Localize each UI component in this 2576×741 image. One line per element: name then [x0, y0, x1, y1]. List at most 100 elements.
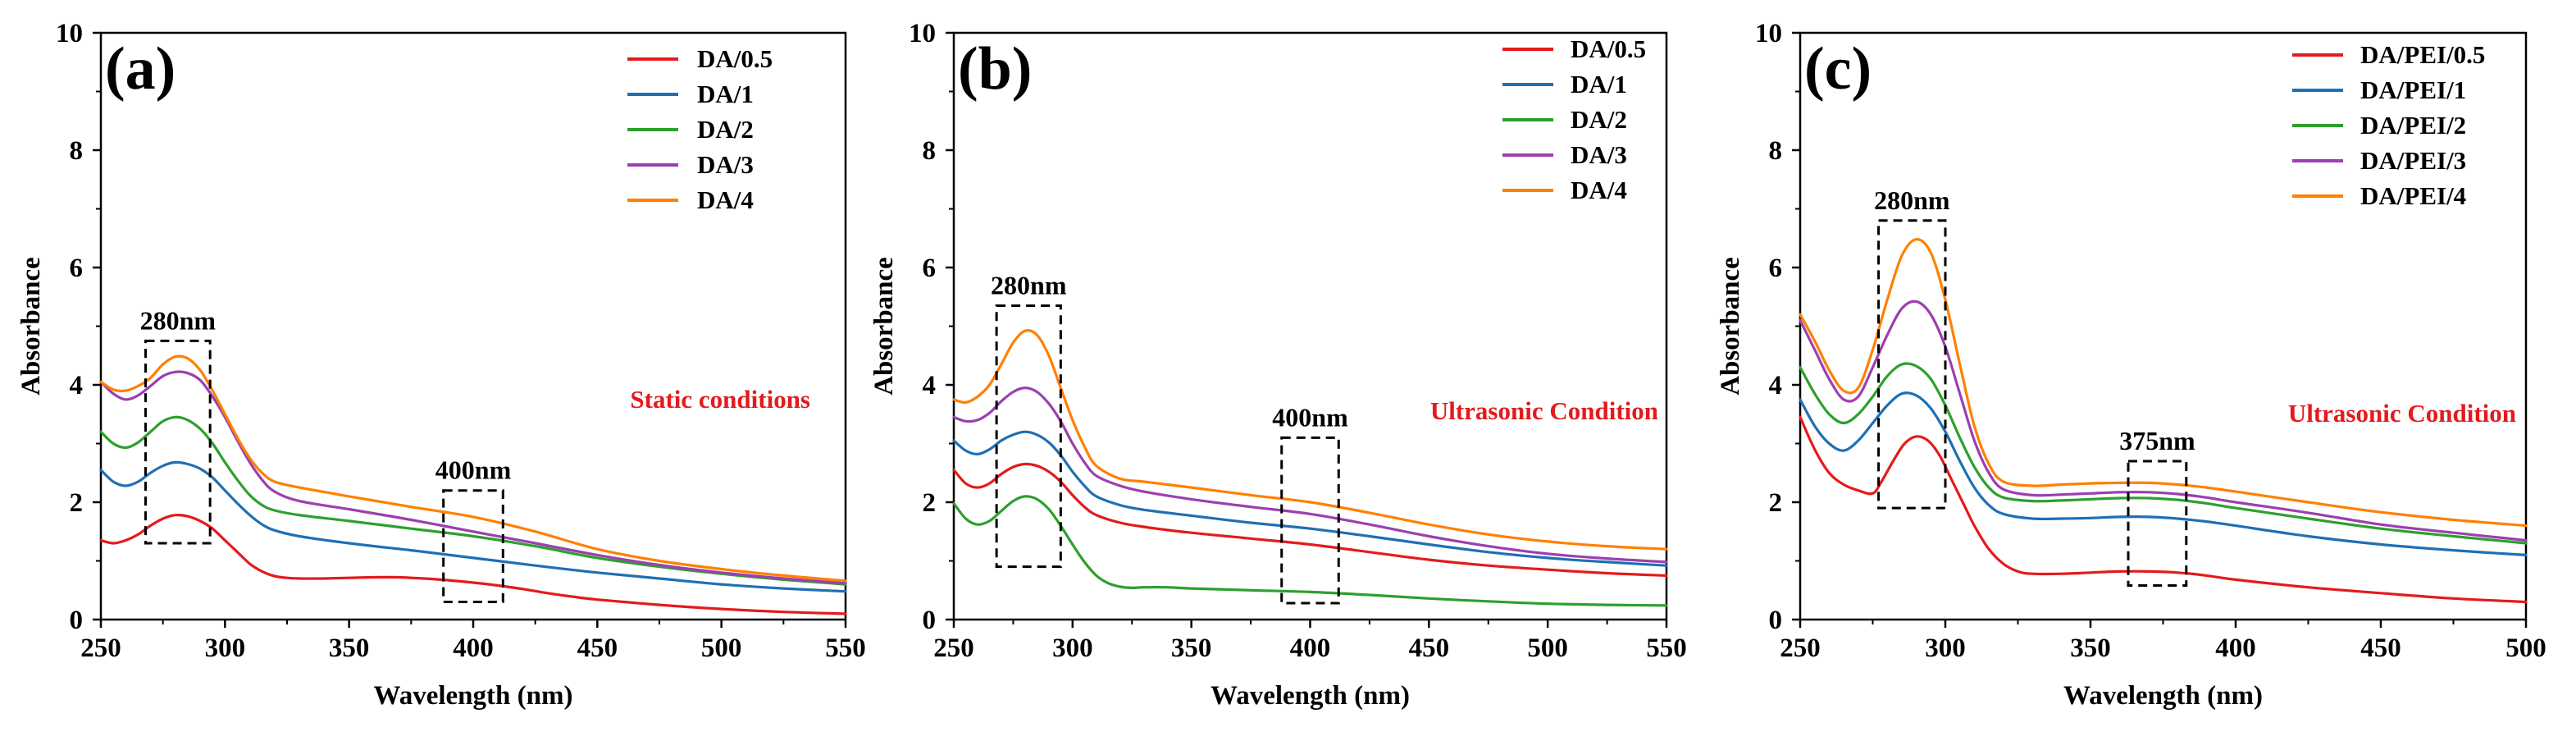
annotation-label: 280nm [991, 270, 1067, 300]
y-tick-label: 2 [923, 488, 937, 518]
x-tick-label: 350 [2070, 634, 2111, 663]
panel-label: (b) [958, 35, 1032, 103]
legend-label: DA/0.5 [697, 44, 773, 73]
y-tick-label: 0 [70, 606, 84, 635]
annotation-label: 280nm [140, 305, 217, 335]
y-tick-label: 2 [70, 488, 84, 518]
y-tick-label: 8 [923, 136, 937, 166]
legend-label: DA/2 [1571, 105, 1627, 134]
x-tick-label: 250 [1780, 634, 1821, 663]
x-tick-label: 250 [80, 634, 121, 663]
annotation-box [442, 489, 504, 604]
y-tick-label: 4 [1769, 371, 1783, 400]
panel-a: 250 300 350 400 450 500 550 0 2 4 6 8 10 Wavelength (… [16, 19, 866, 711]
legend-label: DA/4 [1571, 176, 1627, 204]
series-line-da-pei-0-5 [1799, 415, 2528, 604]
legend-label: DA/1 [697, 80, 754, 108]
x-tick-label: 400 [2215, 634, 2256, 663]
legend-label: DA/PEI/0.5 [2360, 40, 2485, 69]
x-tick-label: 300 [1052, 634, 1093, 663]
legend-label: DA/PEI/1 [2360, 75, 2466, 104]
legend-label: DA/PEI/3 [2360, 146, 2466, 175]
x-axis-title: Wavelength (nm) [1210, 681, 1410, 711]
legend: DA/0.5 DA/1 DA/2 DA/3 DA/4 [1502, 34, 1646, 204]
annotation-box [2127, 460, 2188, 588]
legend: DA/PEI/0.5 DA/PEI/1 DA/PEI/2 DA/PEI/3 DA/PEI… [2292, 40, 2485, 210]
panel-c: 250 300 350 400 450 500 0 2 4 6 8 10 Wavelength (nm)… [1716, 19, 2546, 711]
plot-frame [952, 31, 1668, 621]
y-tick-label: 4 [70, 371, 84, 400]
legend-label: DA/PEI/2 [2360, 111, 2466, 140]
x-tick-label: 250 [933, 634, 974, 663]
series-line-da-pei-2 [1799, 362, 2528, 545]
x-tick-label: 550 [1646, 634, 1687, 663]
condition-label: Ultrasonic Condition [2288, 399, 2516, 428]
y-axis-title: Absorbance [1716, 257, 1745, 396]
annotation-label: 280nm [1874, 185, 1950, 215]
x-tick-label: 300 [205, 634, 246, 663]
y-tick-label: 8 [1769, 136, 1783, 166]
legend-label: DA/4 [697, 185, 754, 214]
x-tick-label: 350 [329, 634, 370, 663]
condition-label: Ultrasonic Condition [1430, 396, 1658, 425]
y-tick-label: 10 [1755, 19, 1782, 48]
y-tick-label: 10 [909, 19, 936, 48]
x-axis-title: Wavelength (nm) [374, 681, 573, 711]
series-line-da-pei-4 [1799, 238, 2528, 528]
series-line-da-4 [952, 329, 1668, 551]
legend-label: DA/3 [1571, 140, 1627, 169]
y-tick-label: 4 [923, 371, 937, 400]
series-line-da-0-5 [99, 513, 847, 615]
legend-label: DA/2 [697, 115, 754, 144]
panel-label: (c) [1804, 35, 1872, 103]
annotation-label: 375nm [2119, 426, 2195, 455]
series-line-da-3 [952, 387, 1668, 564]
condition-label: Static conditions [630, 385, 810, 414]
annotation-label: 400nm [435, 455, 512, 485]
series-line-da-pei-1 [1799, 391, 2528, 556]
annotation-box [1280, 436, 1340, 605]
legend-label: DA/3 [697, 150, 754, 179]
y-tick-label: 0 [923, 606, 937, 635]
series-line-da-1 [99, 460, 847, 593]
series-line-da-pei-3 [1799, 300, 2528, 542]
y-tick-label: 6 [70, 254, 84, 283]
legend-label: DA/0.5 [1571, 34, 1646, 63]
x-tick-label: 500 [1527, 634, 1568, 663]
series-line-da-0-5 [952, 462, 1668, 577]
y-tick-label: 0 [1769, 606, 1783, 635]
y-tick-label: 10 [56, 19, 83, 48]
x-axis-title: Wavelength (nm) [2063, 681, 2263, 711]
y-tick-label: 2 [1769, 488, 1783, 518]
x-tick-label: 350 [1171, 634, 1212, 663]
x-tick-label: 450 [577, 634, 618, 663]
annotation-label: 400nm [1272, 402, 1348, 432]
y-tick-label: 8 [70, 136, 84, 166]
series-line-da-2 [952, 495, 1668, 607]
x-tick-label: 450 [2360, 634, 2401, 663]
legend: DA/0.5 DA/1 DA/2 DA/3 DA/4 [627, 44, 773, 214]
x-tick-label: 300 [1925, 634, 1966, 663]
panel-b: 250 300 350 400 450 500 550 0 2 4 6 8 10 Wavelength (… [869, 19, 1687, 711]
x-tick-label: 550 [825, 634, 866, 663]
legend-label: DA/1 [1571, 70, 1627, 98]
y-axis-title: Absorbance [16, 257, 46, 396]
x-tick-label: 400 [1290, 634, 1331, 663]
x-tick-label: 400 [453, 634, 494, 663]
series-line-da-1 [952, 430, 1668, 567]
x-tick-label: 500 [2505, 634, 2546, 663]
annotation-box [1877, 219, 1947, 510]
y-tick-label: 6 [1769, 254, 1783, 283]
series-line-da-2 [99, 415, 847, 586]
x-tick-label: 450 [1409, 634, 1450, 663]
y-tick-label: 6 [923, 254, 937, 283]
annotation-box [144, 339, 212, 545]
panel-label: (a) [105, 35, 176, 103]
series-line-da-3 [99, 370, 847, 585]
series-line-da-4 [99, 354, 847, 583]
legend-label: DA/PEI/4 [2360, 181, 2466, 210]
y-axis-title: Absorbance [869, 257, 899, 396]
annotation-box [995, 304, 1062, 569]
x-tick-label: 500 [701, 634, 742, 663]
